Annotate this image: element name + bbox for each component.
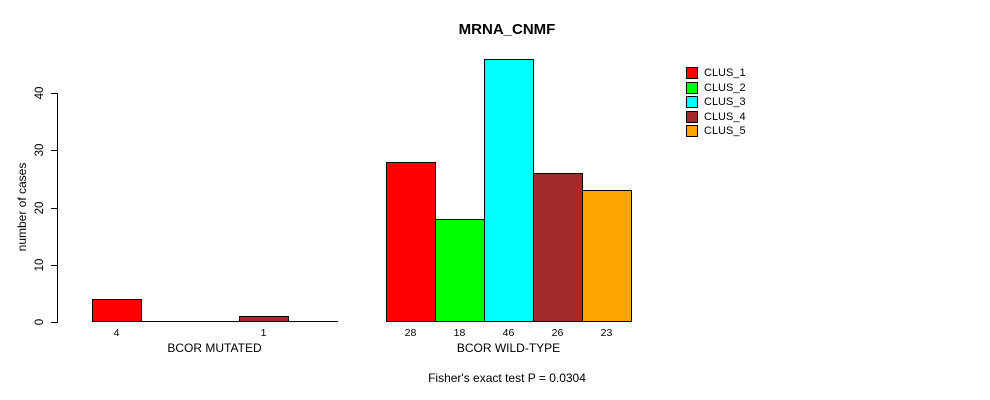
y-axis-tick-label: 40 — [34, 86, 46, 100]
bar-clus_3-bcor-wild-type — [484, 59, 534, 322]
bar-value-label-clus_4-bcor-mutated: 1 — [260, 327, 267, 339]
legend-item-clus_4: CLUS_4 — [686, 110, 746, 123]
legend-item-label: CLUS_2 — [704, 81, 746, 94]
y-axis-tick-label: 20 — [34, 201, 46, 215]
legend-swatch-clus_1 — [686, 67, 698, 79]
group-label-bcor-wild-type: BCOR WILD-TYPE — [456, 341, 561, 355]
y-axis-label: number of cases — [15, 162, 29, 252]
legend-item-label: CLUS_3 — [704, 96, 746, 108]
legend: CLUS_1 CLUS_2 CLUS_3 CLUS_4 CLUS_5 — [686, 67, 806, 147]
group-label-bcor-mutated: BCOR MUTATED — [167, 341, 262, 355]
legend-swatch-clus_2 — [686, 81, 698, 94]
y-axis-tick — [51, 150, 58, 151]
bar-value-label-clus_3-bcor-wild-type: 46 — [502, 327, 515, 339]
y-axis-tick-label: 10 — [34, 258, 46, 272]
legend-swatch-clus_3 — [686, 96, 698, 108]
fisher-test-annotation: Fisher's exact test P = 0.0304 — [428, 371, 586, 385]
legend-swatch-clus_5 — [686, 125, 698, 137]
legend-item-clus_1: CLUS_1 — [686, 67, 746, 79]
y-axis-tick — [51, 265, 58, 266]
y-axis-tick-label: 30 — [34, 143, 46, 157]
bar-clus_1-bcor-mutated — [92, 299, 142, 322]
legend-item-clus_3: CLUS_3 — [686, 96, 746, 108]
bar-value-label-clus_1-bcor-wild-type: 28 — [404, 327, 417, 339]
y-axis-tick — [51, 208, 58, 209]
legend-item-clus_2: CLUS_2 — [686, 81, 746, 94]
bar-clus_4-bcor-wild-type — [533, 173, 583, 322]
x-baseline-bcor-mutated — [92, 321, 338, 322]
y-axis-tick — [51, 93, 58, 94]
bar-value-label-clus_5-bcor-wild-type: 23 — [600, 327, 613, 339]
legend-item-clus_5: CLUS_5 — [686, 125, 746, 137]
legend-item-label: CLUS_5 — [704, 125, 746, 137]
bar-clus_1-bcor-wild-type — [386, 162, 436, 322]
bar-value-label-clus_1-bcor-mutated: 4 — [113, 327, 120, 339]
bar-value-label-clus_2-bcor-wild-type: 18 — [453, 327, 466, 339]
bar-clus_5-bcor-wild-type — [582, 190, 632, 322]
y-axis-tick-label: 0 — [34, 318, 46, 326]
bar-clus_2-bcor-wild-type — [435, 219, 485, 322]
bar-value-label-clus_4-bcor-wild-type: 26 — [551, 327, 564, 339]
legend-swatch-clus_4 — [686, 110, 698, 123]
bar-clus_4-bcor-mutated — [239, 316, 289, 322]
chart-title: MRNA_CNMF — [458, 21, 556, 38]
y-axis-tick — [51, 322, 58, 323]
legend-item-label: CLUS_1 — [704, 67, 746, 79]
legend-item-label: CLUS_4 — [704, 110, 746, 123]
